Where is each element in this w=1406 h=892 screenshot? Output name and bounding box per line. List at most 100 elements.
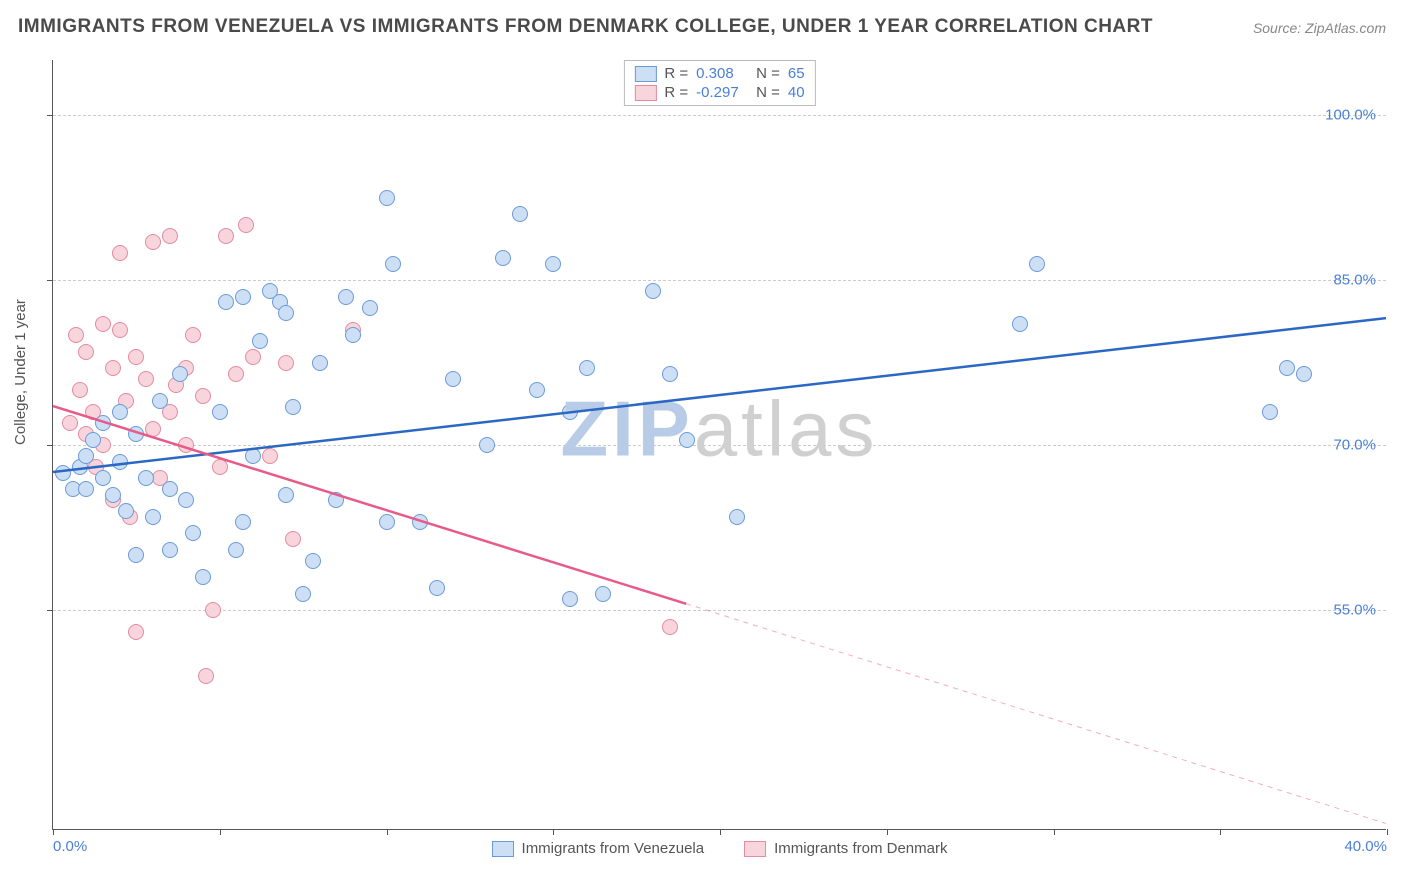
data-point (128, 624, 144, 640)
y-tick (47, 610, 53, 611)
data-point (245, 349, 261, 365)
data-point (235, 289, 251, 305)
gridline (53, 280, 1386, 281)
data-point (95, 415, 111, 431)
data-point (195, 569, 211, 585)
x-tick (1387, 829, 1388, 835)
stats-legend: R = 0.308 N = 65 R = -0.297 N = 40 (623, 60, 815, 106)
r-value-venezuela: 0.308 (696, 65, 748, 82)
n-label: N = (756, 84, 780, 101)
y-tick-label: 55.0% (1333, 602, 1376, 619)
legend-label-venezuela: Immigrants from Venezuela (522, 840, 705, 857)
stats-row-denmark: R = -0.297 N = 40 (634, 84, 804, 101)
data-point (379, 514, 395, 530)
data-point (1012, 316, 1028, 332)
swatch-venezuela-icon (492, 841, 514, 857)
data-point (105, 360, 121, 376)
data-point (529, 382, 545, 398)
gridline (53, 115, 1386, 116)
data-point (512, 206, 528, 222)
chart-title: IMMIGRANTS FROM VENEZUELA VS IMMIGRANTS … (18, 16, 1153, 38)
swatch-venezuela (634, 66, 656, 82)
x-tick (387, 829, 388, 835)
data-point (285, 531, 301, 547)
data-point (1296, 366, 1312, 382)
legend-item-venezuela: Immigrants from Venezuela (492, 840, 705, 857)
y-tick-label: 85.0% (1333, 272, 1376, 289)
data-point (579, 360, 595, 376)
data-point (178, 492, 194, 508)
data-point (162, 228, 178, 244)
data-point (172, 366, 188, 382)
data-point (445, 371, 461, 387)
data-point (95, 316, 111, 332)
x-tick (887, 829, 888, 835)
data-point (85, 432, 101, 448)
data-point (118, 503, 134, 519)
data-point (162, 481, 178, 497)
data-point (238, 217, 254, 233)
data-point (78, 481, 94, 497)
source-attribution: Source: ZipAtlas.com (1253, 20, 1386, 36)
x-tick (720, 829, 721, 835)
n-value-denmark: 40 (788, 84, 805, 101)
data-point (205, 602, 221, 618)
data-point (412, 514, 428, 530)
data-point (198, 668, 214, 684)
data-point (185, 525, 201, 541)
data-point (312, 355, 328, 371)
y-tick-label: 70.0% (1333, 437, 1376, 454)
data-point (128, 349, 144, 365)
data-point (55, 465, 71, 481)
data-point (138, 371, 154, 387)
data-point (729, 509, 745, 525)
data-point (152, 393, 168, 409)
data-point (218, 294, 234, 310)
data-point (305, 553, 321, 569)
data-point (228, 542, 244, 558)
y-tick-label: 100.0% (1325, 107, 1376, 124)
series-legend: Immigrants from Venezuela Immigrants fro… (492, 840, 948, 857)
data-point (235, 514, 251, 530)
plot-area: ZIPatlas R = 0.308 N = 65 R = -0.297 N =… (52, 60, 1386, 830)
n-label: N = (756, 65, 780, 82)
data-point (105, 487, 121, 503)
r-label: R = (664, 65, 688, 82)
x-tick (53, 829, 54, 835)
n-value-venezuela: 65 (788, 65, 805, 82)
swatch-denmark (634, 85, 656, 101)
data-point (295, 586, 311, 602)
data-point (595, 586, 611, 602)
gridline (53, 610, 1386, 611)
data-point (285, 399, 301, 415)
data-point (112, 322, 128, 338)
data-point (545, 256, 561, 272)
data-point (429, 580, 445, 596)
legend-label-denmark: Immigrants from Denmark (774, 840, 947, 857)
data-point (145, 509, 161, 525)
y-tick (47, 280, 53, 281)
x-tick-label: 40.0% (1344, 838, 1387, 855)
data-point (345, 327, 361, 343)
data-point (245, 448, 261, 464)
data-point (195, 388, 211, 404)
data-point (328, 492, 344, 508)
data-point (78, 344, 94, 360)
data-point (1279, 360, 1295, 376)
data-point (252, 333, 268, 349)
data-point (218, 228, 234, 244)
data-point (78, 448, 94, 464)
y-tick (47, 115, 53, 116)
watermark: ZIPatlas (560, 384, 878, 475)
data-point (495, 250, 511, 266)
data-point (562, 404, 578, 420)
data-point (645, 283, 661, 299)
x-tick (1054, 829, 1055, 835)
data-point (662, 366, 678, 382)
x-tick (553, 829, 554, 835)
data-point (679, 432, 695, 448)
data-point (212, 459, 228, 475)
swatch-denmark-icon (744, 841, 766, 857)
data-point (262, 448, 278, 464)
data-point (185, 327, 201, 343)
